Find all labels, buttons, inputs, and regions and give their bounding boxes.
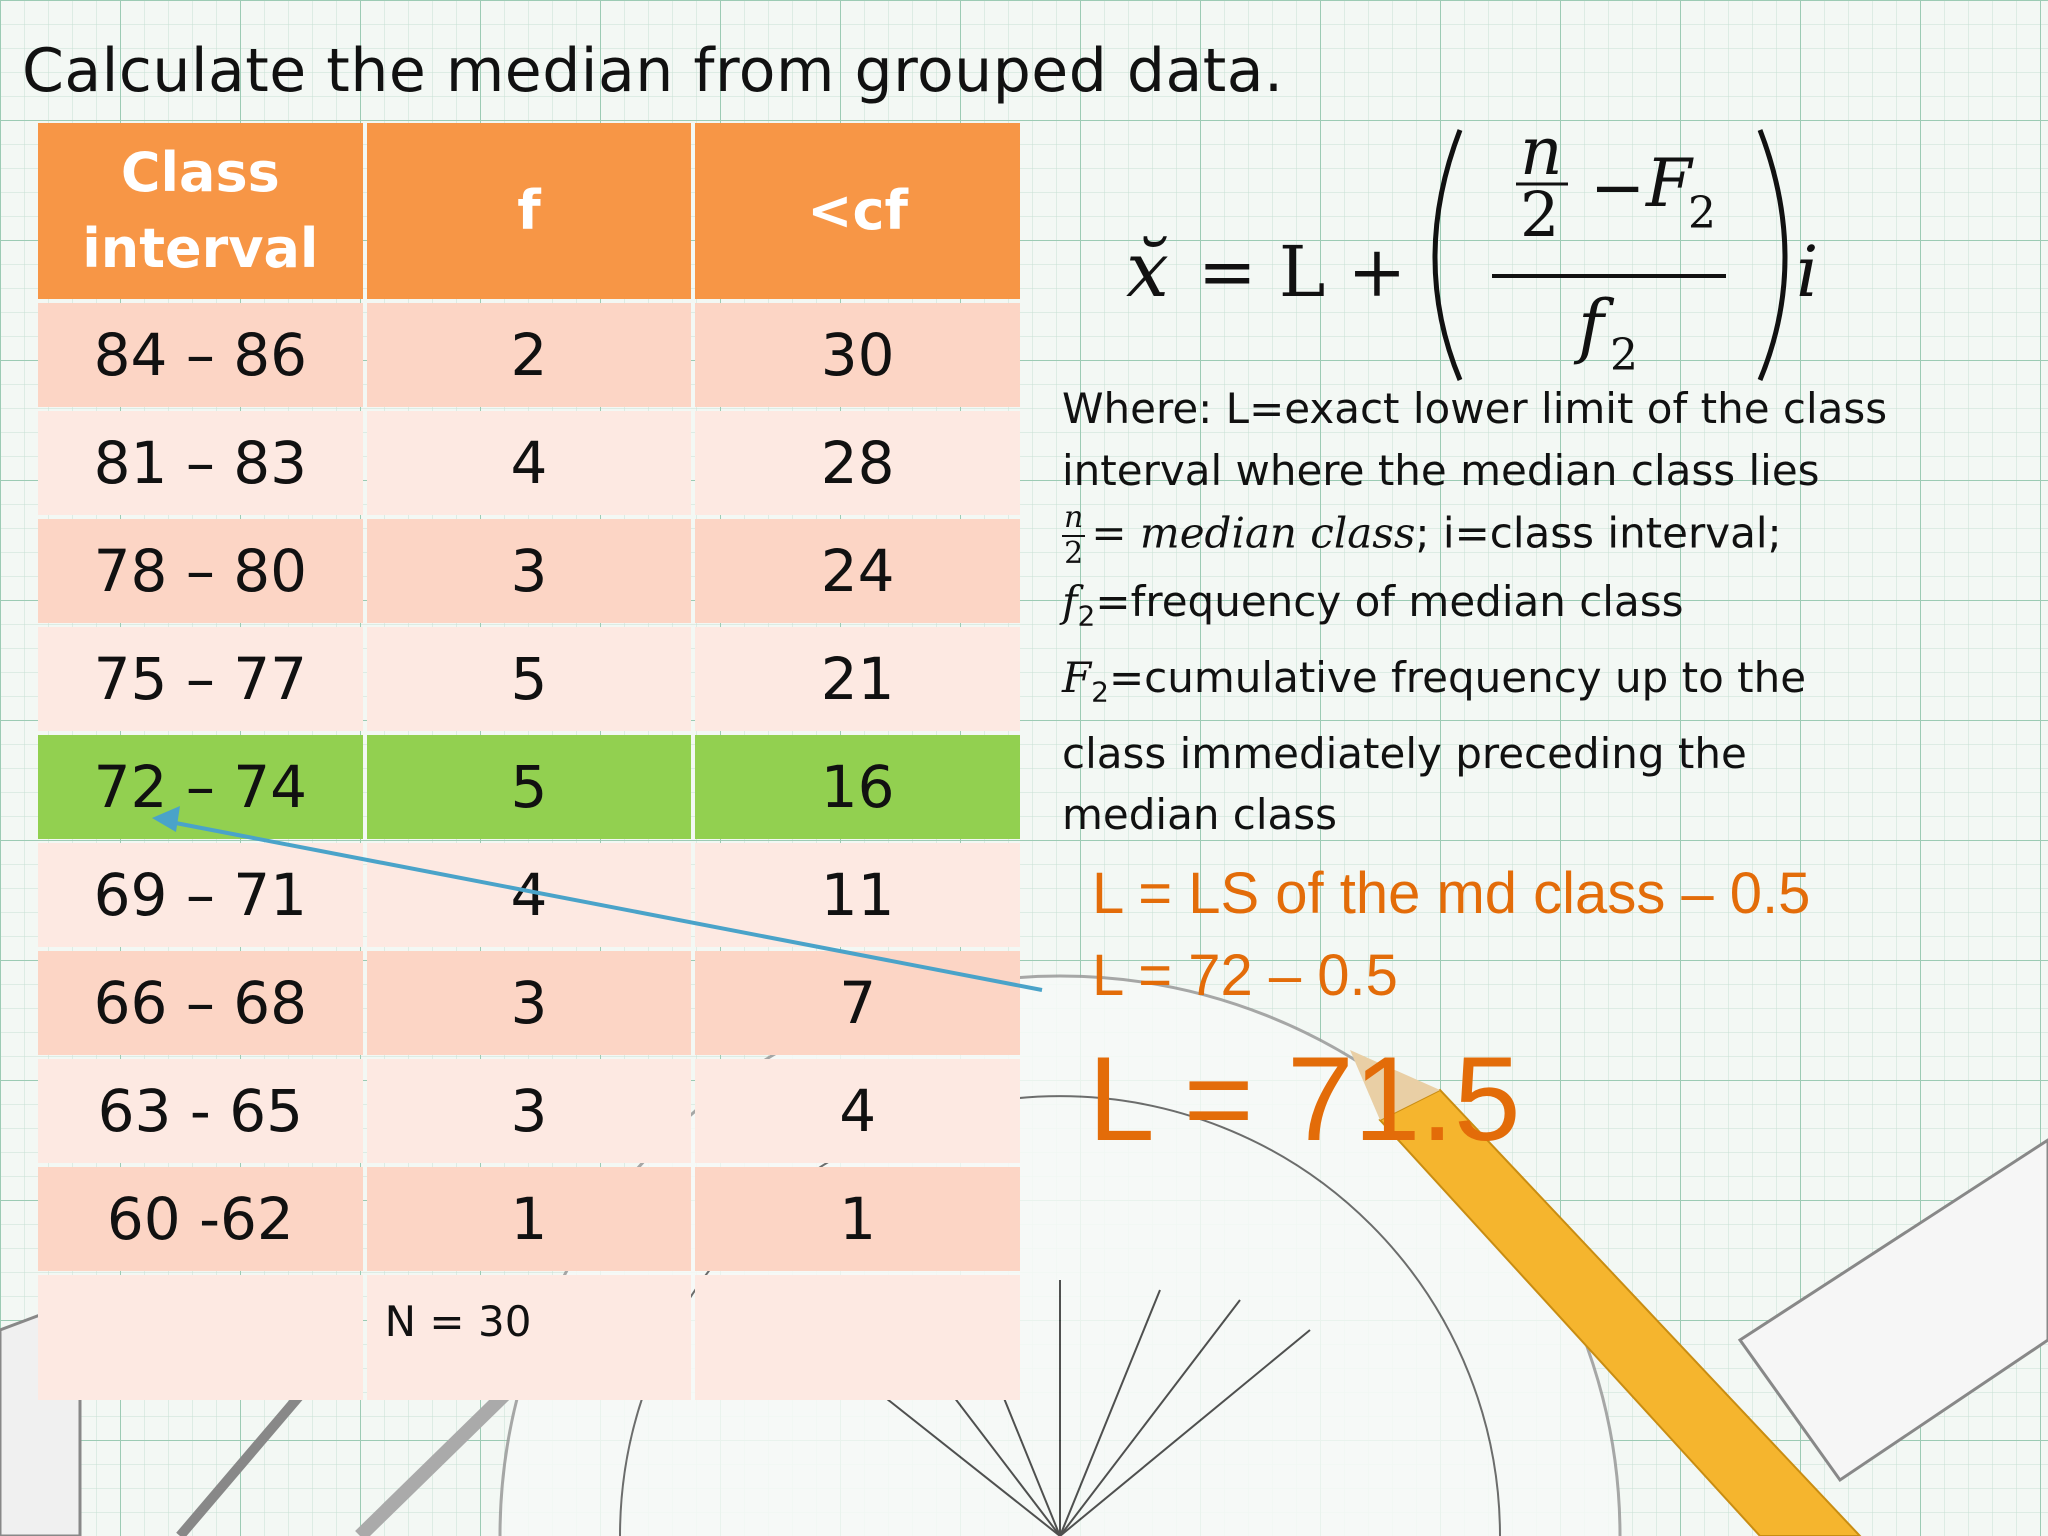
grouped-data-table: Class interval f <cf 84 – 86 2 30 81 – 8…: [34, 119, 1024, 1404]
cell-f: 3: [366, 951, 692, 1055]
legend-class-interval: ; i=class interval;: [1415, 508, 1782, 558]
pencil-decoration: [1350, 1050, 1862, 1536]
cell-interval: 60 -62: [38, 1167, 363, 1271]
cell-interval: 72 – 74: [38, 735, 363, 839]
formula-minus: −: [1590, 149, 1645, 226]
cell-cf: 7: [695, 951, 1020, 1055]
cell-interval: 66 – 68: [38, 951, 363, 1055]
formula-F-sub: 2: [1688, 188, 1716, 239]
header-cf: <cf: [695, 123, 1020, 299]
cell-f: 4: [366, 411, 692, 515]
table-row: 69 – 71 4 11: [38, 843, 1020, 947]
table-header-row: Class interval f <cf: [38, 123, 1020, 299]
table-row: 75 – 77 5 21: [38, 627, 1020, 731]
header-interval-line: interval: [82, 217, 319, 280]
cell-cf: 28: [695, 411, 1020, 515]
table-row: 60 -62 1 1: [38, 1167, 1020, 1271]
legend-frac-n: n: [1062, 500, 1086, 537]
cell-f: 5: [366, 627, 692, 731]
cell-f: 3: [366, 1059, 692, 1163]
cell-f: 4: [366, 843, 692, 947]
table-total-row: N = 30: [38, 1275, 1020, 1400]
median-class-row: 72 – 74 5 16: [38, 735, 1020, 839]
legend-line-3: n 2 = median class; i=class interval;: [1062, 501, 1962, 571]
table-row: 63 - 65 3 4: [38, 1059, 1020, 1163]
formula-lhs: x̆: [1126, 225, 1169, 314]
cell-f: 2: [366, 303, 692, 407]
formula-legend: Where: L=exact lower limit of the class …: [1062, 378, 1962, 846]
cell-cf: 24: [695, 519, 1020, 623]
legend-line-4: f2=frequency of median class: [1062, 571, 1962, 647]
table-row: 84 – 86 2 30: [38, 303, 1020, 407]
header-class-interval: Class interval: [38, 123, 363, 299]
formula-2: 2: [1520, 178, 1559, 251]
cell-cf: 1: [695, 1167, 1020, 1271]
formula-n: n: [1520, 113, 1563, 190]
cell-cf: 30: [695, 303, 1020, 407]
legend-median-class: = median class: [1091, 508, 1416, 558]
total-n-label: N = 30: [366, 1275, 692, 1400]
cell-cf: 11: [695, 843, 1020, 947]
cell-interval: 63 - 65: [38, 1059, 363, 1163]
formula-f: f: [1573, 285, 1615, 367]
cell-interval: 69 – 71: [38, 843, 363, 947]
legend-line-7: median class: [1062, 790, 1338, 840]
formula-F: F: [1645, 145, 1694, 222]
legend-line-2: interval where the median class lies: [1062, 445, 1820, 495]
calc-result: L = 71.5: [1088, 1032, 1521, 1166]
page-title: Calculate the median from grouped data.: [22, 36, 1284, 106]
cell-empty: [695, 1275, 1020, 1400]
left-paren-icon: [1432, 129, 1463, 381]
table-row: 78 – 80 3 24: [38, 519, 1020, 623]
legend-frac-2: 2: [1064, 536, 1084, 571]
ruler-decoration: [1737, 1138, 2048, 1483]
cell-f: 5: [366, 735, 692, 839]
legend-F2-sub: 2: [1091, 675, 1109, 709]
cell-cf: 4: [695, 1059, 1020, 1163]
calc-step-1: L = LS of the md class – 0.5: [1092, 861, 1811, 926]
right-paren-icon: [1757, 129, 1788, 381]
legend-f2-symbol: f: [1062, 577, 1078, 626]
formula-i: i: [1796, 231, 1818, 313]
header-f: f: [366, 123, 692, 299]
cell-cf: 16: [695, 735, 1020, 839]
median-formula: x̆ = L + n 2 − F 2 f 2 i: [1126, 113, 1818, 381]
legend-f2-text: =frequency of median class: [1095, 577, 1684, 626]
calc-step-2: L = 72 – 0.5: [1092, 943, 1398, 1008]
formula-f-sub: 2: [1610, 330, 1638, 381]
legend-f2-sub: 2: [1077, 599, 1096, 633]
table-row: 81 – 83 4 28: [38, 411, 1020, 515]
legend-line-1: Where: L=exact lower limit of the class: [1062, 384, 1888, 433]
formula-equals: = L +: [1198, 231, 1406, 313]
table-row: 66 – 68 3 7: [38, 951, 1020, 1055]
cell-interval: 84 – 86: [38, 303, 363, 407]
cell-f: 1: [366, 1167, 692, 1271]
cell-f: 3: [366, 519, 692, 623]
header-class-line: Class: [120, 141, 280, 204]
legend-line-6: class immediately preceding the: [1062, 728, 1747, 778]
cell-interval: 75 – 77: [38, 627, 363, 731]
legend-F2-text: =cumulative frequency up to the: [1108, 652, 1807, 702]
legend-line-5: F2=cumulative frequency up to the: [1062, 647, 1962, 723]
cell-interval: 78 – 80: [38, 519, 363, 623]
cell-interval: 81 – 83: [38, 411, 363, 515]
cell-empty: [38, 1275, 363, 1400]
legend-F2-symbol: F: [1062, 652, 1092, 702]
cell-cf: 21: [695, 627, 1020, 731]
